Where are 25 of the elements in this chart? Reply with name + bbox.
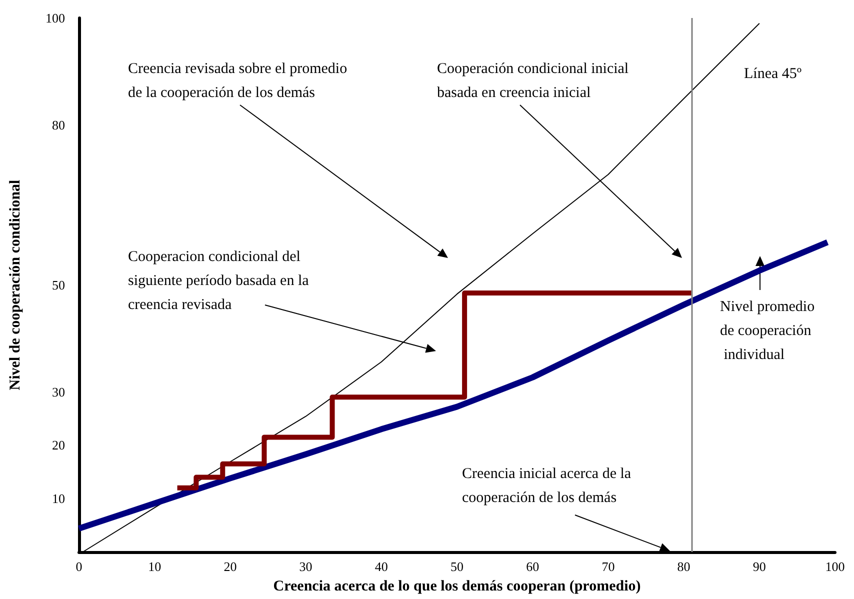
y-tick-label: 20: [52, 438, 65, 453]
annotation: Línea 45º: [744, 66, 802, 82]
annotation: Nivel promedio de cooperación individual: [720, 299, 818, 363]
y-tick-label: 50: [52, 278, 65, 292]
x-tick-label: 0: [76, 559, 82, 574]
x-tick-label: 50: [450, 559, 464, 574]
y-tick-label: 80: [52, 117, 65, 132]
x-tick-label: 70: [602, 559, 615, 574]
annotation: Creencia inicial acerca de la cooperación de los demás: [462, 466, 635, 506]
annotation: Cooperación condicional inicial basada en creencia inicial: [437, 61, 632, 101]
x-axis-title: Creencia acerca de lo que los demás cooperan (promedio): [273, 578, 641, 594]
x-tick-label: 40: [374, 559, 388, 574]
x-tick-label: 20: [224, 559, 237, 574]
x-tick-label: 30: [299, 559, 312, 574]
y-axis-title: Nivel de cooperación condicional: [8, 180, 24, 390]
y-tick-label: 100: [46, 10, 65, 26]
x-tick-label: 100: [825, 559, 845, 574]
x-tick-label: 10: [148, 559, 162, 574]
annotation: Cooperacion condicional del siguiente período basada en la creencia revisada: [128, 249, 313, 313]
x-tick-label: 90: [752, 559, 766, 574]
x-tick-label: 80: [677, 559, 690, 574]
y-tick-label: 10: [52, 491, 65, 506]
x-tick-label: 60: [526, 559, 540, 574]
annotation: Creencia revisada sobre el promedio de la cooperación de los demás: [128, 61, 351, 101]
y-tick-label: 30: [52, 384, 65, 400]
